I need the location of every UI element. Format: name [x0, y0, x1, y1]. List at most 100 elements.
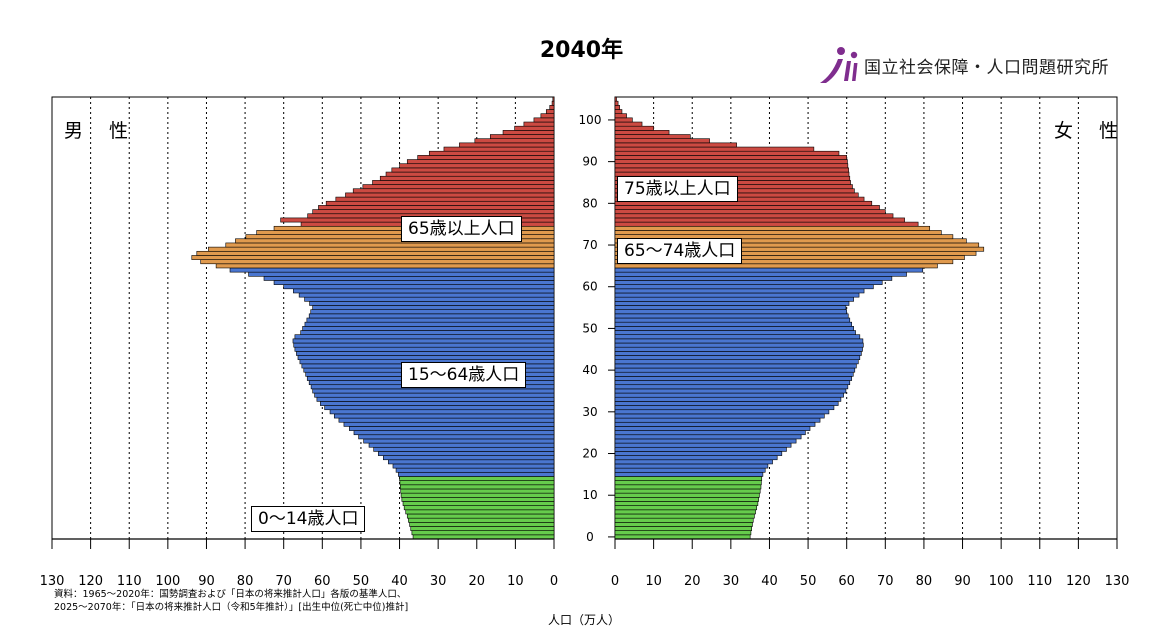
bar-female-age-21 [614, 446, 787, 452]
bar-male-age-19 [383, 455, 555, 461]
ipss-logo: 国立社会保障・人口問題研究所 [818, 44, 1109, 86]
x-tick-label-female: 60 [838, 574, 855, 589]
bar-male-age-70 [225, 242, 555, 248]
x-axis-unit: 人口（万人） [548, 613, 621, 627]
bar-male-age-43 [297, 355, 555, 360]
bar-female-age-24 [614, 434, 802, 440]
bar-female-age-46 [614, 342, 864, 348]
bar-female-age-97 [614, 130, 670, 135]
bar-male-age-97 [502, 130, 555, 135]
bar-male-age-8 [402, 501, 555, 506]
chart-title: 2040年 [539, 38, 624, 63]
bar-male-age-27 [343, 421, 555, 427]
bar-female-age-4 [614, 517, 754, 523]
label-65-74-female: 65～74歳人口 [617, 238, 743, 264]
bar-female-age-103 [614, 105, 620, 110]
bar-female-age-100 [614, 117, 633, 123]
bar-male-age-58 [298, 292, 555, 298]
bar-male-age-101 [540, 113, 555, 119]
bar-male-age-91 [417, 155, 555, 160]
bar-male-age-85 [372, 180, 555, 185]
x-tick-label-male: 20 [468, 574, 485, 589]
bar-male-age-17 [392, 463, 555, 469]
bar-female-age-2 [614, 526, 752, 531]
bar-male-age-29 [333, 413, 555, 419]
bar-male-age-82 [345, 192, 555, 198]
bar-male-age-61 [273, 280, 555, 285]
bar-male-age-99 [523, 121, 555, 127]
bar-male-age-35 [312, 388, 555, 394]
bar-female-age-10 [614, 492, 760, 498]
bar-male-age-54 [310, 309, 555, 315]
x-tick-label-male: 120 [78, 574, 103, 589]
bar-female-age-27 [614, 421, 816, 427]
label-15-64: 15～64歳人口 [401, 362, 527, 388]
bar-male-age-23 [363, 438, 555, 444]
bar-male-age-34 [314, 392, 555, 398]
bar-male-age-84 [362, 184, 555, 190]
bar-male-age-88 [391, 167, 555, 173]
logo-text: 国立社会保障・人口問題研究所 [864, 57, 1109, 78]
bar-male-age-12 [400, 484, 555, 490]
x-tick-label-female: 50 [800, 574, 817, 589]
bar-female-age-57 [614, 296, 854, 302]
bar-female-age-64 [614, 267, 924, 273]
x-tick-label-female: 130 [1105, 574, 1130, 589]
x-tick-label-male: 70 [275, 574, 292, 589]
bar-female-age-16 [614, 467, 766, 473]
bar-male-age-1 [411, 530, 555, 536]
bar-female-age-95 [614, 138, 710, 144]
bar-female-age-28 [614, 417, 821, 423]
x-tick-label-male: 10 [507, 574, 524, 589]
bar-female-age-40 [614, 367, 856, 373]
bar-male-age-67 [191, 255, 555, 260]
bar-male-age-45 [294, 346, 555, 352]
bar-male-age-79 [318, 205, 555, 210]
bar-male-age-69 [208, 246, 555, 252]
bar-male-age-104 [551, 100, 555, 106]
bar-male-age-51 [304, 321, 555, 327]
bar-female-age-91 [614, 155, 847, 160]
bar-female-age-30 [614, 409, 830, 415]
bar-male-age-3 [409, 522, 555, 527]
bar-female-age-1 [614, 530, 752, 536]
bar-male-age-33 [316, 396, 555, 402]
age-tick-label: 10 [582, 488, 597, 502]
bar-male-age-5 [406, 513, 555, 519]
source-note: 資料：1965～2020年：国勢調査および「日本の将来推計人口」各版の基準人口、… [54, 588, 408, 614]
bar-female-age-105 [614, 96, 617, 102]
bar-male-age-21 [373, 446, 555, 452]
bar-female-age-53 [614, 313, 849, 319]
bar-female-age-63 [614, 271, 907, 277]
x-tick-label-female: 90 [954, 574, 971, 589]
age-tick-label: 20 [582, 447, 597, 461]
bar-female-age-79 [614, 205, 880, 210]
bar-female-age-52 [614, 317, 851, 323]
age-tick-label: 80 [582, 196, 597, 210]
bar-female-age-0 [614, 534, 751, 540]
age-tick-label: 70 [582, 238, 597, 252]
bar-male-age-7 [403, 505, 555, 511]
bar-female-age-73 [614, 230, 942, 235]
bar-male-age-80 [325, 200, 555, 206]
bar-female-age-98 [614, 125, 654, 131]
bar-male-age-11 [400, 488, 555, 494]
bar-female-age-92 [614, 150, 840, 156]
bar-female-age-6 [614, 509, 756, 515]
bar-female-age-74 [614, 225, 931, 231]
bar-male-age-65 [215, 263, 555, 269]
bar-female-age-41 [614, 363, 857, 369]
bar-male-age-4 [408, 517, 555, 523]
bar-female-age-37 [614, 380, 851, 386]
x-tick-label-female: 40 [761, 574, 778, 589]
bar-male-age-93 [443, 146, 555, 152]
x-tick-label-male: 0 [550, 574, 558, 589]
bar-male-age-83 [352, 188, 555, 194]
bar-female-age-42 [614, 359, 859, 365]
bar-female-age-93 [614, 146, 815, 152]
bar-male-age-98 [514, 125, 555, 131]
bar-female-age-60 [614, 284, 874, 290]
bar-male-age-105 [552, 96, 555, 102]
bar-male-age-81 [335, 196, 555, 202]
